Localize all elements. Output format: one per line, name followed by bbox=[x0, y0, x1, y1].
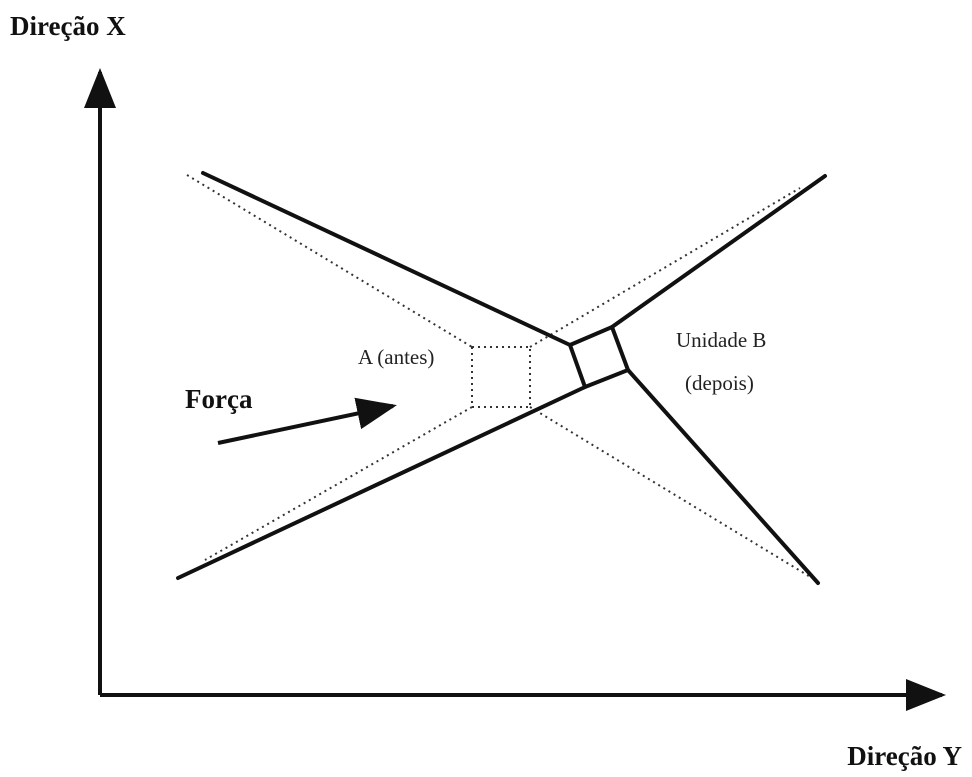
after-label: Unidade B bbox=[676, 328, 766, 352]
after-shape bbox=[176, 171, 827, 585]
x-axis-label: Direção X bbox=[10, 11, 126, 41]
force-label: Força bbox=[185, 384, 253, 414]
before-shape bbox=[186, 174, 813, 579]
before-label: A (antes) bbox=[358, 345, 434, 369]
y-axis-label: Direção Y bbox=[847, 741, 962, 771]
force-arrow bbox=[217, 397, 397, 445]
after-note: (depois) bbox=[685, 371, 754, 395]
